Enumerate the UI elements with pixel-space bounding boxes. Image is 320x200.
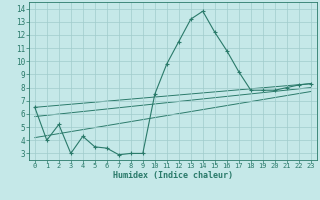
- X-axis label: Humidex (Indice chaleur): Humidex (Indice chaleur): [113, 171, 233, 180]
